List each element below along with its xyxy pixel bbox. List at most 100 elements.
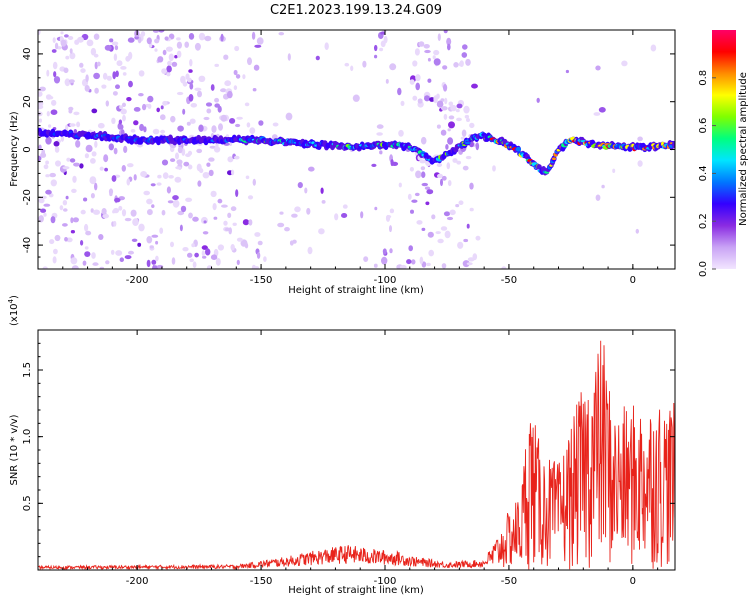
spectrogram-cell <box>133 120 139 126</box>
spectrogram-cell <box>70 217 74 224</box>
spectrogram-cell <box>93 53 99 58</box>
spectrogram-cell <box>116 60 123 67</box>
spectrogram-cell <box>114 197 121 203</box>
spectrogram-cell <box>91 252 96 259</box>
spectrogram-cell <box>380 40 386 48</box>
spectrogram-xtick-label: -100 <box>374 275 397 286</box>
spectrogram-cell <box>465 155 472 160</box>
spectrogram-ytick-label: 40 <box>22 48 33 61</box>
spectrogram-cell <box>115 250 123 256</box>
spectrogram-cell <box>380 31 386 35</box>
spectrogram-cell <box>208 169 214 177</box>
spectrogram-cell <box>197 90 202 98</box>
spectrogram-cell <box>120 66 127 70</box>
spectrogram-cell <box>279 211 284 215</box>
spectrogram-cell <box>344 62 350 67</box>
spectrogram-cell <box>234 45 240 52</box>
spectrogram-cell <box>227 212 232 218</box>
spectrogram-cell <box>114 45 119 51</box>
colorbar-tick-label: 0.8 <box>698 70 709 86</box>
spectrogram-cell <box>171 61 178 67</box>
spectrogram-cell <box>421 182 428 187</box>
spectrogram-cell <box>389 248 393 254</box>
spectrogram-cell <box>278 32 285 36</box>
spectrogram-cell <box>51 49 57 53</box>
spectrogram-cell <box>199 168 204 174</box>
spectrogram-cell <box>62 166 70 170</box>
colorbar-tick-label: 0.4 <box>698 165 709 181</box>
spectrogram-cell <box>447 137 454 145</box>
spectrogram-cell <box>142 103 147 111</box>
spectrogram-cell <box>449 209 456 216</box>
spectrogram-cell <box>42 266 48 269</box>
spectrogram-cell <box>463 105 470 114</box>
spectrogram-cell <box>185 197 193 202</box>
spectrogram-cell <box>501 266 507 269</box>
spectrogram-cell <box>227 156 234 163</box>
spectrogram-cell <box>38 30 41 35</box>
spectrogram-cell <box>458 200 464 205</box>
spectrogram-cell <box>466 118 470 122</box>
snr-ytick-label: 0.5 <box>22 495 33 511</box>
spectrogram-cell <box>374 44 378 52</box>
spectrogram-xtick-label: 0 <box>630 275 636 286</box>
spectrogram-cell <box>79 163 84 169</box>
spectrogram-cell <box>188 212 193 219</box>
spectrogram-cell <box>198 75 206 83</box>
spectrogram-cell <box>154 38 160 44</box>
spectrogram-cell <box>352 94 360 102</box>
spectrogram-cell <box>94 140 98 148</box>
spectrogram-cell <box>113 147 118 155</box>
spectrogram-cell <box>235 123 241 128</box>
spectrogram-cell <box>426 189 434 195</box>
spectrogram-cell <box>462 260 470 268</box>
spectrogram-cell <box>362 60 367 68</box>
spectrogram-cell <box>297 182 303 189</box>
spectrogram-cell <box>201 250 205 257</box>
spectrogram-cell <box>414 48 420 56</box>
spectrogram-cell <box>436 124 441 129</box>
spectrogram-cell <box>175 166 182 170</box>
spectrogram-cell <box>230 206 237 212</box>
spectrogram-cell <box>150 183 156 187</box>
spectrogram-cell <box>172 199 180 208</box>
spectrogram-cell <box>147 209 153 216</box>
spectrogram-cell <box>466 262 473 266</box>
spectrogram-cell <box>437 33 441 41</box>
spectrogram-cell <box>50 179 57 187</box>
spectrogram-cell <box>424 95 430 102</box>
spectrogram-cell <box>48 96 54 100</box>
spectrogram-xtick-label: -50 <box>501 275 517 286</box>
colorbar-tick-label: 0.6 <box>698 118 709 134</box>
spectrogram-cell <box>417 98 423 104</box>
spectrogram-cell <box>412 95 418 101</box>
spectrogram-frame <box>37 29 676 270</box>
spectrogram-cell <box>46 111 50 117</box>
spectrogram-cell <box>389 63 397 71</box>
spectrogram-cell <box>373 263 378 268</box>
spectrogram-cell <box>342 204 348 209</box>
spectrogram-cell <box>123 145 128 153</box>
spectrogram-cell <box>433 95 438 104</box>
spectrogram-cell <box>170 158 176 163</box>
spectrogram-cell <box>235 189 239 198</box>
spectrogram-cell <box>436 163 443 167</box>
spectrogram-cell <box>461 129 467 137</box>
spectrogram-cell <box>50 109 58 115</box>
spectrogram-cell <box>208 157 215 162</box>
spectrogram-cell <box>230 244 235 251</box>
spectrogram-cell <box>448 101 454 107</box>
spectrogram-cell <box>536 97 540 103</box>
spectrogram-cell <box>217 198 223 204</box>
spectrogram-cell <box>194 42 201 51</box>
spectrogram-cell <box>272 122 279 127</box>
spectrogram-cell <box>164 36 169 41</box>
spectrogram-cell <box>233 69 238 76</box>
spectrogram-cell <box>213 216 218 220</box>
spectrogram-cell <box>220 114 227 122</box>
spectrogram-cell <box>469 182 474 190</box>
spectrogram-cell <box>155 255 159 262</box>
spectrogram-cell <box>72 217 79 223</box>
spectrogram-cell <box>170 241 174 248</box>
spectrogram-cell <box>464 114 470 119</box>
